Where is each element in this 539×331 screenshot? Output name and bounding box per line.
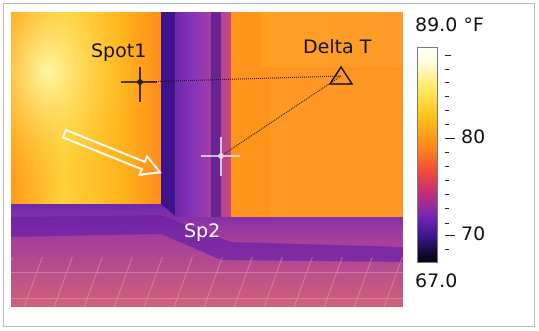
scale-min-label: 67.0 (415, 270, 458, 292)
thermal-image: Spot1 Delta T Sp2 (11, 12, 403, 307)
spot1-label: Spot1 (91, 40, 147, 62)
sp2-label: Sp2 (184, 220, 221, 242)
scale-ticks (445, 47, 457, 263)
image-frame (3, 3, 535, 327)
scale-max-label: 89.0 °F (415, 14, 484, 36)
sp2-crosshair-icon (201, 137, 240, 176)
scale-tick-70: 70 (461, 223, 486, 245)
scale-tick-80: 80 (461, 126, 486, 148)
arrow-outline-icon (61, 128, 162, 177)
color-scale-bar (417, 47, 438, 263)
delta-triangle-icon (328, 65, 354, 85)
spot1-crosshair-icon (121, 67, 157, 102)
thermal-canvas (11, 12, 403, 307)
delta-t-label: Delta T (303, 36, 372, 58)
